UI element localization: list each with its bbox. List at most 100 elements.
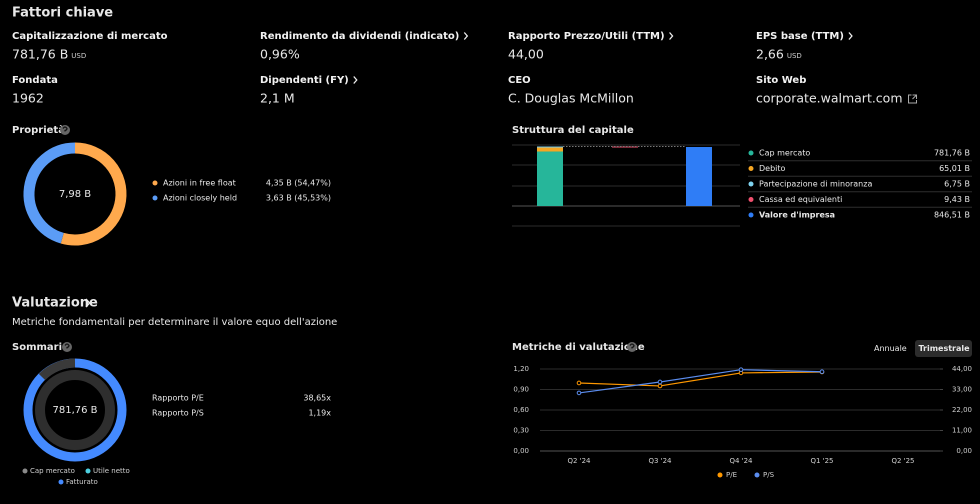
stat-value: 2,66 [756,47,784,62]
external-link-icon[interactable] [908,94,918,104]
legend-value: 4,35 B (54,47%) [266,179,331,188]
stat-label[interactable]: Rapporto Prezzo/Utili (TTM) [508,31,665,42]
y2-tick-label: 44,00 [952,365,972,373]
capital-title: Struttura del capitale [512,125,634,136]
waterfall-bar [537,151,563,206]
legend-dot [85,468,91,474]
legend-dot [22,468,28,474]
legend-dot [152,195,158,201]
donut-segment [23,142,76,244]
legend-name: Fatturato [66,478,98,486]
summary-title: Sommario [12,342,69,353]
y-tick-label: 0,30 [513,427,529,435]
valuation-subtitle: Metriche fondamentali per determinare il… [12,317,337,328]
legend-name: Utile netto [93,467,130,475]
stat-value: 1962 [12,91,44,106]
data-point [657,383,663,389]
legend-dot [748,166,754,171]
legend-value: 3,63 B (45,53%) [266,194,331,203]
ownership-title: Proprietà [12,124,65,136]
legend-value: 65,01 B [939,164,970,173]
ratio-value: 38,65x [303,394,331,403]
y-tick-label: 1,20 [513,365,529,373]
tab[interactable]: Trimestrale [918,344,970,353]
stat-value: 0,96% [260,47,300,62]
stat-label[interactable]: EPS base (TTM) [756,31,844,42]
legend-dot [754,472,760,478]
stat-label: CEO [508,75,531,86]
ratio-label: Rapporto P/S [152,409,204,418]
legend-dot [748,150,754,156]
legend-value: 781,76 B [934,149,970,158]
stat-unit: USD [71,52,86,60]
waterfall-bar [686,147,712,206]
legend-value: 9,43 B [944,195,970,204]
legend-dot [748,181,754,187]
x-tick-label: Q4 '24 [729,457,753,465]
waterfall-bar [537,146,563,152]
stat-label[interactable]: Rendimento da dividendi (indicato) [260,31,459,42]
arrow-icon [463,32,469,40]
series-line [578,369,823,394]
y2-tick-label: 0,00 [956,447,972,455]
donut-center: 7,98 B [59,189,91,200]
legend-name: Cassa ed equivalenti [759,195,842,204]
arrow-icon [669,32,674,40]
ratio-label: Rapporto P/E [152,394,204,403]
stat-value: 2,1 M [260,91,295,106]
x-tick-label: Q2 '25 [891,457,914,465]
waterfall-bar [537,146,563,148]
legend-dot [152,180,158,186]
stat-label[interactable]: Dipendenti (FY) [260,75,349,86]
stat-label[interactable]: Sito Web [756,75,806,86]
legend-dot [748,212,754,218]
legend-name: Partecipazione di minoranza [759,180,872,189]
help-icon[interactable] [627,342,637,352]
data-point [576,380,582,386]
help-icon[interactable] [62,342,72,352]
summary-donut [23,358,127,462]
valuation-title[interactable]: Valutazione [12,296,98,311]
waterfall-bar [612,146,638,148]
stat-value: 781,76 B [12,47,68,62]
tab-bg [915,340,972,357]
legend-name: Debito [759,164,786,173]
ratio-value: 1,19x [308,409,331,418]
stat-label: Fondata [12,75,58,86]
legend-name: Cap mercato [30,467,75,475]
legend-name: Azioni in free float [163,179,236,188]
help-icon[interactable] [60,125,70,135]
legend-name: P/S [763,471,775,479]
section-title: Fattori chiave [12,6,113,21]
legend-value: 846,51 B [934,211,970,220]
data-point [738,367,744,372]
y-tick-label: 0,00 [513,447,529,455]
y2-tick-label: 33,00 [952,386,972,394]
legend-dot [717,472,723,478]
stat-unit: USD [787,52,802,60]
stat-value: corporate.walmart.com [756,91,903,106]
data-point [657,379,663,385]
data-point [576,390,582,396]
y-tick-label: 0,60 [513,406,529,414]
summary-center: 781,76 B [52,405,97,416]
legend-dot [58,479,64,485]
legend-name: Cap mercato [759,149,810,158]
stat-value: 44,00 [508,47,544,62]
x-tick-label: Q3 '24 [648,457,672,465]
y2-tick-label: 11,00 [952,427,972,435]
legend-name: P/E [726,471,737,479]
x-tick-label: Q2 '24 [567,457,591,465]
y2-tick-label: 22,00 [952,406,972,414]
stat-label: Capitalizzazione di mercato [12,31,168,42]
arrow-icon [353,76,358,84]
donut-segment [60,142,127,246]
y-tick-label: 0,90 [513,386,529,394]
legend-value: 6,75 B [944,180,970,189]
tab[interactable]: Annuale [874,344,907,353]
arrow-icon [85,298,91,308]
legend-dot [748,197,754,202]
x-tick-label: Q1 '25 [810,457,833,465]
